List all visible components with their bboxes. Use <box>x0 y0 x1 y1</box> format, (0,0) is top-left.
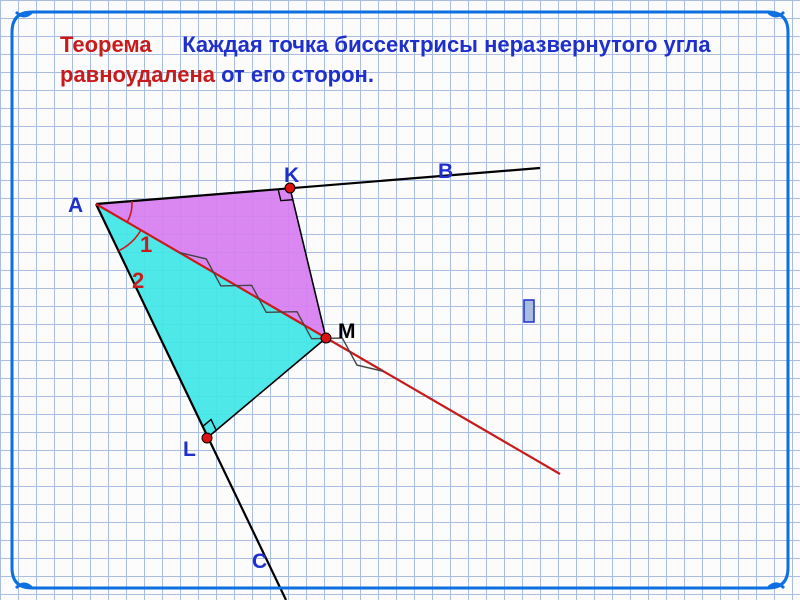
theorem-text: Теорема Каждая точка биссектрисы неразве… <box>60 30 760 89</box>
angle-label-2: 2 <box>132 268 144 294</box>
theorem-word: Теорема <box>60 32 152 57</box>
theorem-after: от его сторон. <box>215 62 374 87</box>
angle-label-1: 1 <box>140 232 152 258</box>
label-K: K <box>284 164 299 188</box>
geometry-diagram <box>0 0 800 600</box>
theorem-before: Каждая точка биссектрисы неразвернутого … <box>182 32 710 57</box>
label-C: C <box>252 550 267 574</box>
theorem-highlight: равноудалена <box>60 62 215 87</box>
label-A: A <box>68 194 83 218</box>
label-M: M <box>338 320 356 344</box>
label-L: L <box>183 438 196 462</box>
label-B: B <box>438 160 453 184</box>
